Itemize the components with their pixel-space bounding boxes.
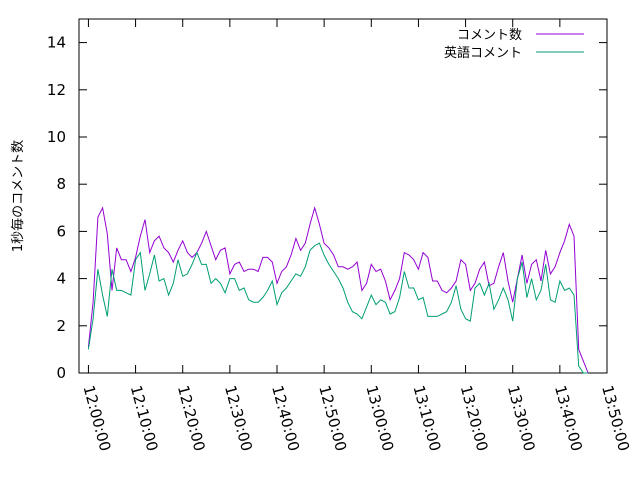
y-tick-label: 2	[56, 317, 66, 335]
legend-label-1: コメント数	[457, 28, 522, 43]
x-tick-label: 13:30:00	[504, 383, 539, 453]
x-tick-label: 12:30:00	[221, 383, 256, 453]
series-line-2	[87, 242, 589, 374]
y-tick-label: 14	[47, 34, 66, 52]
x-tick-label: 12:10:00	[127, 383, 162, 453]
x-tick-label: 12:50:00	[315, 383, 350, 453]
x-tick-label: 13:10:00	[410, 383, 445, 453]
series-lines	[87, 205, 589, 374]
y-tick-label: 10	[47, 128, 66, 146]
x-tick-label: 12:00:00	[80, 383, 115, 453]
x-tick-label: 12:40:00	[268, 383, 303, 453]
x-ticks: 12:00:00 12:10:00 12:20:00 12:30:00 12:40:00…	[80, 19, 633, 453]
y-tick-label: 8	[56, 175, 66, 193]
x-tick-label: 13:50:00	[598, 383, 633, 453]
x-tick-label: 12:20:00	[174, 383, 209, 453]
y-tick-label: 4	[56, 270, 66, 288]
y-tick-label: 12	[47, 81, 66, 99]
y-ticks: 0 2 4 6 8 10 12 14	[47, 34, 607, 382]
axes	[78, 18, 608, 374]
y-axis-label: 1秒毎のコメント数	[10, 140, 26, 252]
plot-frame	[78, 18, 608, 374]
y-tick-label: 0	[56, 364, 66, 382]
y-tick-label: 6	[56, 222, 66, 240]
x-tick-label: 13:00:00	[362, 383, 397, 453]
x-tick-label: 13:20:00	[457, 383, 492, 453]
series-line-1	[87, 205, 589, 374]
x-tick-label: 13:40:00	[551, 383, 586, 453]
legend-label-2: 英語コメント	[444, 45, 522, 61]
